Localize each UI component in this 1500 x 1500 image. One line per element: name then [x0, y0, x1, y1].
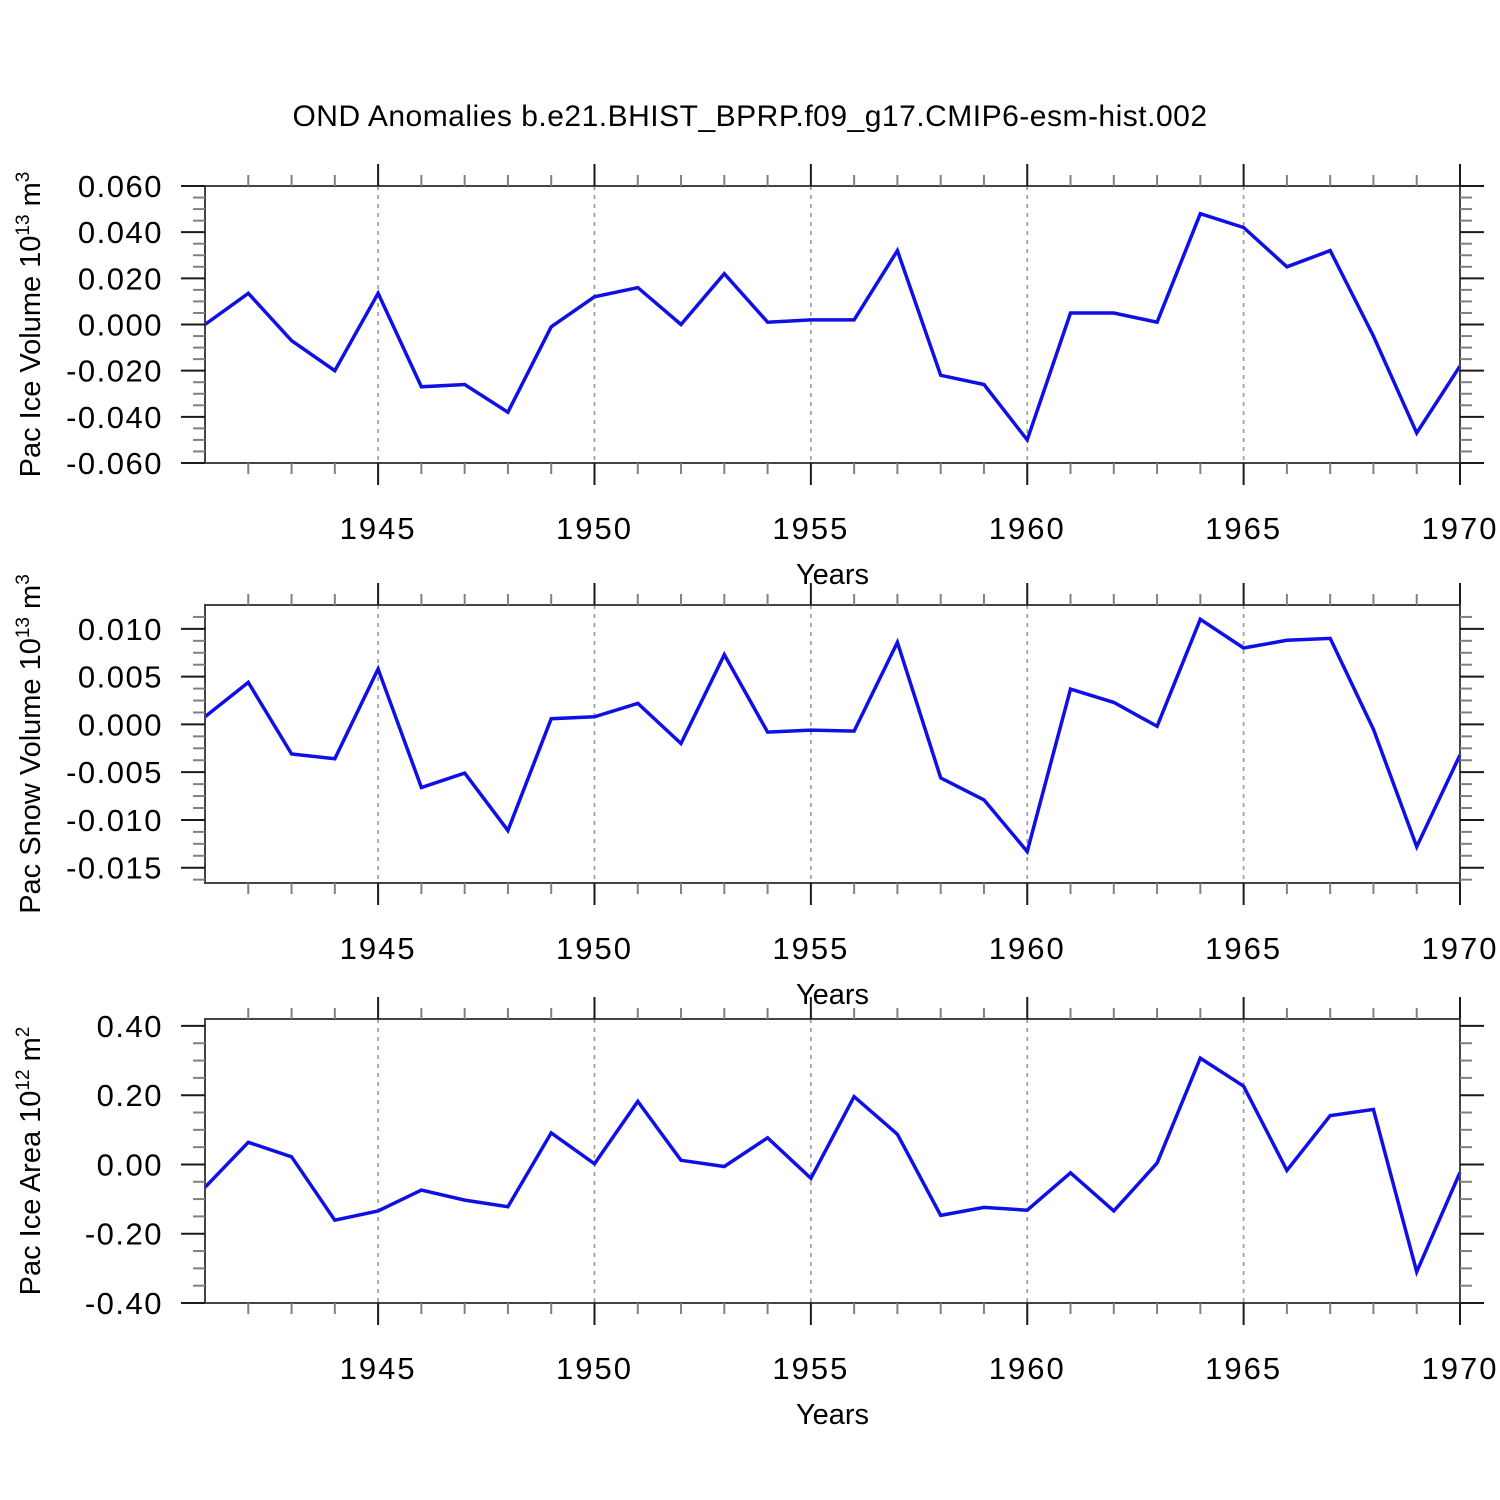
- y-axis-title: Pac Ice Area 1012 m2: [13, 1027, 47, 1296]
- y-axis-title-text: m: [15, 182, 47, 214]
- y-tick-label: -0.005: [66, 755, 163, 790]
- y-axis-title: Pac Snow Volume 1013 m3: [13, 574, 47, 914]
- panel-pac-ice-area: 1945 1950 1955 1960 1965 1970 0.40 0.20 0.00 -0.2…: [13, 997, 1499, 1431]
- y-tick-label: -0.40: [85, 1286, 163, 1321]
- ticks: [181, 164, 1484, 485]
- y-tick-label: -0.060: [66, 446, 163, 481]
- y-axis-title-superscript: 3: [13, 574, 34, 585]
- x-tick-label: 1955: [772, 511, 849, 546]
- plot-border: [204, 1018, 1461, 1304]
- x-tick-label: 1950: [556, 511, 633, 546]
- panel-pac-snow-volume: 1945 1950 1955 1960 1965 1970 0.010 0.005 0.000 -…: [13, 574, 1499, 1011]
- x-axis-title: Years: [796, 559, 869, 591]
- y-tick-label: 0.000: [78, 707, 163, 742]
- y-tick-label: 0.00: [97, 1147, 163, 1182]
- x-tick-label: 1970: [1422, 511, 1499, 546]
- x-tick-label: 1960: [989, 1351, 1066, 1386]
- x-tick-label: 1950: [556, 931, 633, 966]
- y-axis-title-superscript: 13: [13, 617, 34, 638]
- x-tick-label: 1960: [989, 931, 1066, 966]
- y-tick-label: -0.20: [85, 1217, 163, 1252]
- y-tick-label: -0.020: [66, 354, 163, 389]
- y-axis-title-superscript: 12: [13, 1069, 34, 1090]
- panels-group: 1945 1950 1955 1960 1965 1970 0.060 0.040 0.020 0…: [13, 164, 1499, 1431]
- y-tick-label: 0.000: [78, 308, 163, 343]
- x-tick-label: 1955: [772, 931, 849, 966]
- series-line-pac-ice-volume: [203, 211, 1462, 444]
- y-axis-title-text: m: [15, 1037, 47, 1069]
- x-tick-label: 1950: [556, 1351, 633, 1386]
- plot-border: [204, 604, 1461, 884]
- ticks: [181, 583, 1484, 905]
- y-tick-label: 0.060: [78, 169, 163, 204]
- x-axis-title: Years: [796, 979, 869, 1011]
- y-tick-label: 0.040: [78, 215, 163, 250]
- x-tick-label: 1955: [772, 1351, 849, 1386]
- y-tick-label: 0.20: [97, 1078, 163, 1113]
- ticks: [181, 997, 1484, 1325]
- y-tick-label: -0.010: [66, 803, 163, 838]
- y-axis-title-text: Pac Snow Volume 10: [15, 638, 47, 914]
- x-tick-label: 1970: [1422, 931, 1499, 966]
- y-tick-label: -0.015: [66, 851, 163, 886]
- x-tick-label: 1945: [340, 1351, 417, 1386]
- chart-title: OND Anomalies b.e21.BHIST_BPRP.f09_g17.C…: [292, 100, 1207, 133]
- panel-pac-ice-volume: 1945 1950 1955 1960 1965 1970 0.060 0.040 0.020 0…: [13, 164, 1499, 591]
- y-axis-title-text: Pac Ice Volume 10: [15, 236, 47, 478]
- y-axis-title-text: Pac Ice Area 10: [15, 1091, 47, 1296]
- y-tick-label: 0.010: [78, 612, 163, 647]
- y-axis-title: Pac Ice Volume 1013 m3: [13, 172, 47, 478]
- x-tick-label: 1970: [1422, 1351, 1499, 1386]
- x-tick-label: 1960: [989, 511, 1066, 546]
- x-tick-label: 1965: [1205, 931, 1282, 966]
- x-tick-label: 1965: [1205, 1351, 1282, 1386]
- y-axis-title-superscript: 3: [13, 172, 34, 183]
- y-tick-label: -0.040: [66, 400, 163, 435]
- series-line-pac-ice-area: [203, 1055, 1462, 1278]
- y-axis-title-superscript: 13: [13, 214, 34, 235]
- y-tick-label: 0.020: [78, 261, 163, 296]
- x-tick-label: 1945: [340, 511, 417, 546]
- y-tick-label: 0.005: [78, 660, 163, 695]
- x-axis-title: Years: [796, 1399, 869, 1431]
- y-axis-title-text: m: [15, 585, 47, 617]
- series-line-pac-snow-volume: [203, 616, 1462, 856]
- x-tick-label: 1965: [1205, 511, 1282, 546]
- y-tick-label: 0.40: [97, 1009, 163, 1044]
- y-axis-title-superscript: 2: [13, 1027, 34, 1038]
- x-tick-label: 1945: [340, 931, 417, 966]
